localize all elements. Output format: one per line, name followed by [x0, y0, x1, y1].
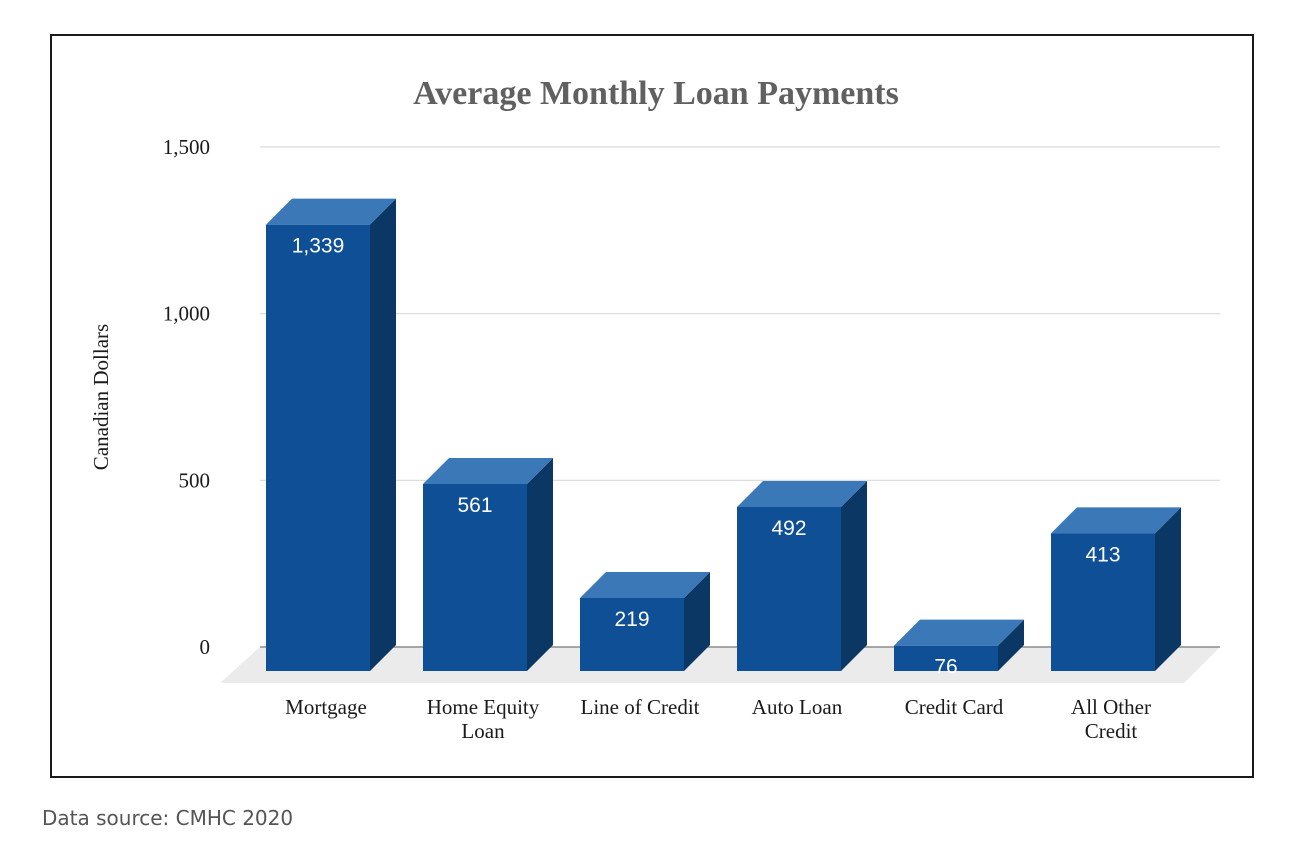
x-tick-label: Auto Loan — [752, 695, 843, 719]
bar-3 — [580, 572, 710, 671]
bar-side-face — [1155, 507, 1181, 671]
bar-side-face — [998, 619, 1024, 671]
bar-front-face — [894, 645, 998, 671]
bar-top-face — [1051, 507, 1181, 534]
data-label: 219 — [614, 608, 649, 631]
bar-front-face — [580, 598, 684, 671]
bar-2 — [423, 458, 553, 671]
data-label: 561 — [457, 494, 492, 517]
x-tick-label: All Other — [1071, 695, 1151, 719]
bar-top-face — [423, 458, 553, 484]
chart-frame: Average Monthly Loan Payments Canadian Do… — [50, 34, 1254, 778]
bar-side-face — [684, 572, 710, 671]
bar-front-face — [266, 224, 370, 671]
y-tick-label: 1,500 — [163, 135, 210, 159]
bar-top-face — [266, 198, 396, 225]
bar-top-face — [894, 619, 1024, 646]
y-axis-label: Canadian Dollars — [89, 324, 113, 470]
y-tick-label: 500 — [179, 468, 211, 492]
x-tick-label: Mortgage — [285, 695, 367, 719]
x-tick-label: Credit Card — [905, 695, 1004, 719]
bar-side-face — [841, 481, 867, 671]
bar-top-face — [580, 572, 710, 598]
y-tick-label: 0 — [200, 635, 211, 659]
data-label: 1,339 — [292, 235, 345, 258]
x-tick-label: Credit — [1085, 719, 1138, 743]
bar-front-face — [1051, 533, 1155, 671]
data-label: 492 — [771, 517, 806, 540]
bar-1 — [266, 198, 396, 671]
bar-side-face — [370, 198, 396, 671]
y-tick-label: 1,000 — [163, 302, 210, 326]
x-tick-label: Loan — [461, 719, 505, 743]
x-tick-label: Home Equity — [427, 695, 540, 719]
data-source-caption: Data source: CMHC 2020 — [42, 806, 294, 830]
bar-4 — [737, 481, 867, 671]
bar-side-face — [527, 458, 553, 671]
bar-front-face — [423, 484, 527, 671]
bar-top-face — [737, 481, 867, 507]
x-tick-label: Line of Credit — [581, 695, 700, 719]
data-label: 413 — [1085, 543, 1120, 566]
bar-5 — [894, 619, 1024, 671]
data-label: 76 — [934, 656, 957, 679]
bar-front-face — [737, 507, 841, 671]
bar-6 — [1051, 507, 1181, 671]
chart-title: Average Monthly Loan Payments — [413, 75, 899, 112]
bar-chart: Average Monthly Loan Payments Canadian Do… — [89, 75, 1220, 743]
